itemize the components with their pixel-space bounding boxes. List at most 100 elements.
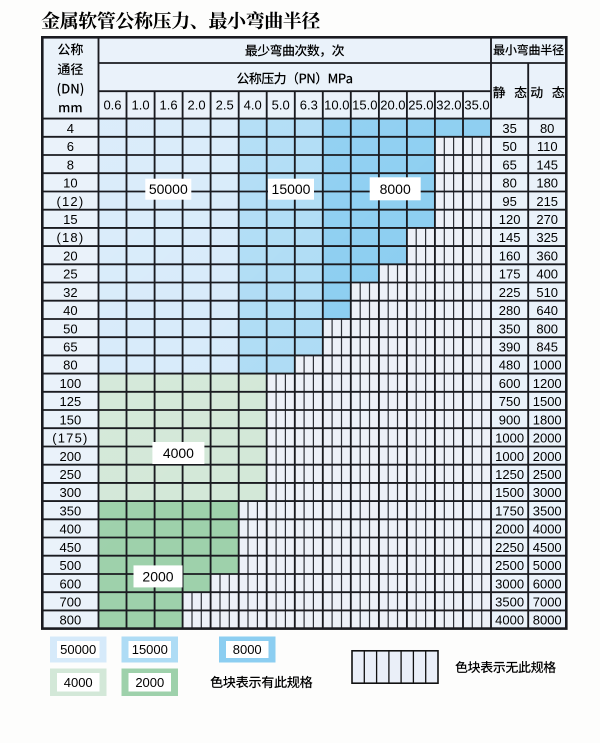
svg-text:20.0: 20.0	[380, 98, 405, 113]
svg-text:15000: 15000	[272, 181, 311, 197]
svg-text:215: 215	[536, 194, 558, 209]
svg-text:250: 250	[60, 467, 82, 482]
svg-text:(12): (12)	[56, 194, 84, 209]
svg-text:50000: 50000	[149, 181, 188, 197]
svg-text:300: 300	[60, 485, 82, 500]
svg-text:1250: 1250	[495, 467, 524, 482]
svg-text:1500: 1500	[533, 394, 562, 409]
svg-text:25.0: 25.0	[408, 98, 433, 113]
svg-text:1500: 1500	[495, 485, 524, 500]
svg-text:350: 350	[499, 321, 521, 336]
svg-text:125: 125	[60, 394, 82, 409]
svg-text:1.0: 1.0	[132, 98, 150, 113]
svg-text:2.0: 2.0	[188, 98, 206, 113]
svg-text:180: 180	[536, 176, 558, 191]
svg-text:270: 270	[536, 212, 558, 227]
svg-text:2000: 2000	[142, 568, 173, 584]
svg-text:900: 900	[499, 412, 521, 427]
svg-text:325: 325	[536, 230, 558, 245]
svg-text:2.5: 2.5	[216, 98, 234, 113]
svg-text:450: 450	[60, 540, 82, 555]
svg-text:15: 15	[63, 212, 77, 227]
svg-text:8000: 8000	[233, 642, 262, 657]
svg-text:95: 95	[502, 194, 516, 209]
svg-text:225: 225	[499, 285, 521, 300]
svg-text:600: 600	[499, 376, 521, 391]
svg-text:3000: 3000	[533, 485, 562, 500]
svg-text:3000: 3000	[495, 576, 524, 591]
svg-text:200: 200	[60, 449, 82, 464]
svg-text:2000: 2000	[533, 449, 562, 464]
svg-text:350: 350	[60, 503, 82, 518]
svg-text:10.0: 10.0	[324, 98, 349, 113]
svg-text:4000: 4000	[533, 522, 562, 537]
svg-text:80: 80	[63, 358, 77, 373]
svg-text:800: 800	[60, 613, 82, 628]
svg-text:160: 160	[499, 248, 521, 263]
svg-text:7000: 7000	[533, 595, 562, 610]
svg-text:50: 50	[502, 139, 516, 154]
svg-text:640: 640	[536, 303, 558, 318]
svg-text:4500: 4500	[533, 540, 562, 555]
svg-text:2500: 2500	[533, 467, 562, 482]
svg-text:150: 150	[60, 412, 82, 427]
svg-text:120: 120	[499, 212, 521, 227]
svg-text:400: 400	[536, 267, 558, 282]
svg-text:400: 400	[60, 522, 82, 537]
svg-text:0.6: 0.6	[103, 98, 121, 113]
svg-text:750: 750	[499, 394, 521, 409]
svg-text:6.3: 6.3	[300, 98, 318, 113]
svg-text:6: 6	[67, 139, 74, 154]
svg-text:5000: 5000	[533, 558, 562, 573]
svg-text:32: 32	[63, 285, 77, 300]
svg-text:80: 80	[540, 121, 554, 136]
svg-text:3500: 3500	[533, 503, 562, 518]
svg-text:8000: 8000	[380, 181, 411, 197]
svg-text:280: 280	[499, 303, 521, 318]
svg-text:4000: 4000	[64, 675, 93, 690]
svg-text:8: 8	[67, 157, 74, 172]
svg-text:100: 100	[60, 376, 82, 391]
svg-text:800: 800	[536, 321, 558, 336]
svg-text:510: 510	[536, 285, 558, 300]
svg-text:35.0: 35.0	[464, 98, 489, 113]
svg-text:2250: 2250	[495, 540, 524, 555]
svg-text:4.0: 4.0	[244, 98, 262, 113]
svg-text:4: 4	[67, 121, 74, 136]
svg-text:3500: 3500	[495, 595, 524, 610]
svg-text:(175): (175)	[52, 431, 88, 446]
svg-text:15000: 15000	[132, 642, 168, 657]
svg-text:(18): (18)	[56, 230, 84, 245]
svg-text:1200: 1200	[533, 376, 562, 391]
svg-text:1000: 1000	[533, 358, 562, 373]
svg-text:50000: 50000	[60, 642, 96, 657]
svg-text:5.0: 5.0	[272, 98, 290, 113]
svg-text:65: 65	[502, 157, 516, 172]
svg-text:2000: 2000	[495, 522, 524, 537]
svg-text:15.0: 15.0	[352, 98, 377, 113]
svg-text:80: 80	[502, 176, 516, 191]
svg-text:500: 500	[60, 558, 82, 573]
svg-text:145: 145	[499, 230, 521, 245]
svg-text:1000: 1000	[495, 449, 524, 464]
svg-text:50: 50	[63, 321, 77, 336]
svg-text:845: 845	[536, 340, 558, 355]
svg-text:390: 390	[499, 340, 521, 355]
svg-text:40: 40	[63, 303, 77, 318]
svg-text:1800: 1800	[533, 412, 562, 427]
svg-text:10: 10	[63, 176, 77, 191]
svg-text:8000: 8000	[533, 613, 562, 628]
svg-text:2000: 2000	[533, 431, 562, 446]
svg-text:25: 25	[63, 267, 77, 282]
svg-text:1000: 1000	[495, 431, 524, 446]
svg-text:175: 175	[499, 267, 521, 282]
svg-text:6000: 6000	[533, 576, 562, 591]
svg-text:600: 600	[60, 576, 82, 591]
svg-text:4000: 4000	[163, 445, 194, 461]
svg-text:145: 145	[536, 157, 558, 172]
svg-text:35: 35	[502, 121, 516, 136]
svg-text:110: 110	[537, 139, 558, 154]
svg-text:65: 65	[63, 340, 77, 355]
svg-text:1.6: 1.6	[160, 98, 178, 113]
svg-text:2500: 2500	[495, 558, 524, 573]
